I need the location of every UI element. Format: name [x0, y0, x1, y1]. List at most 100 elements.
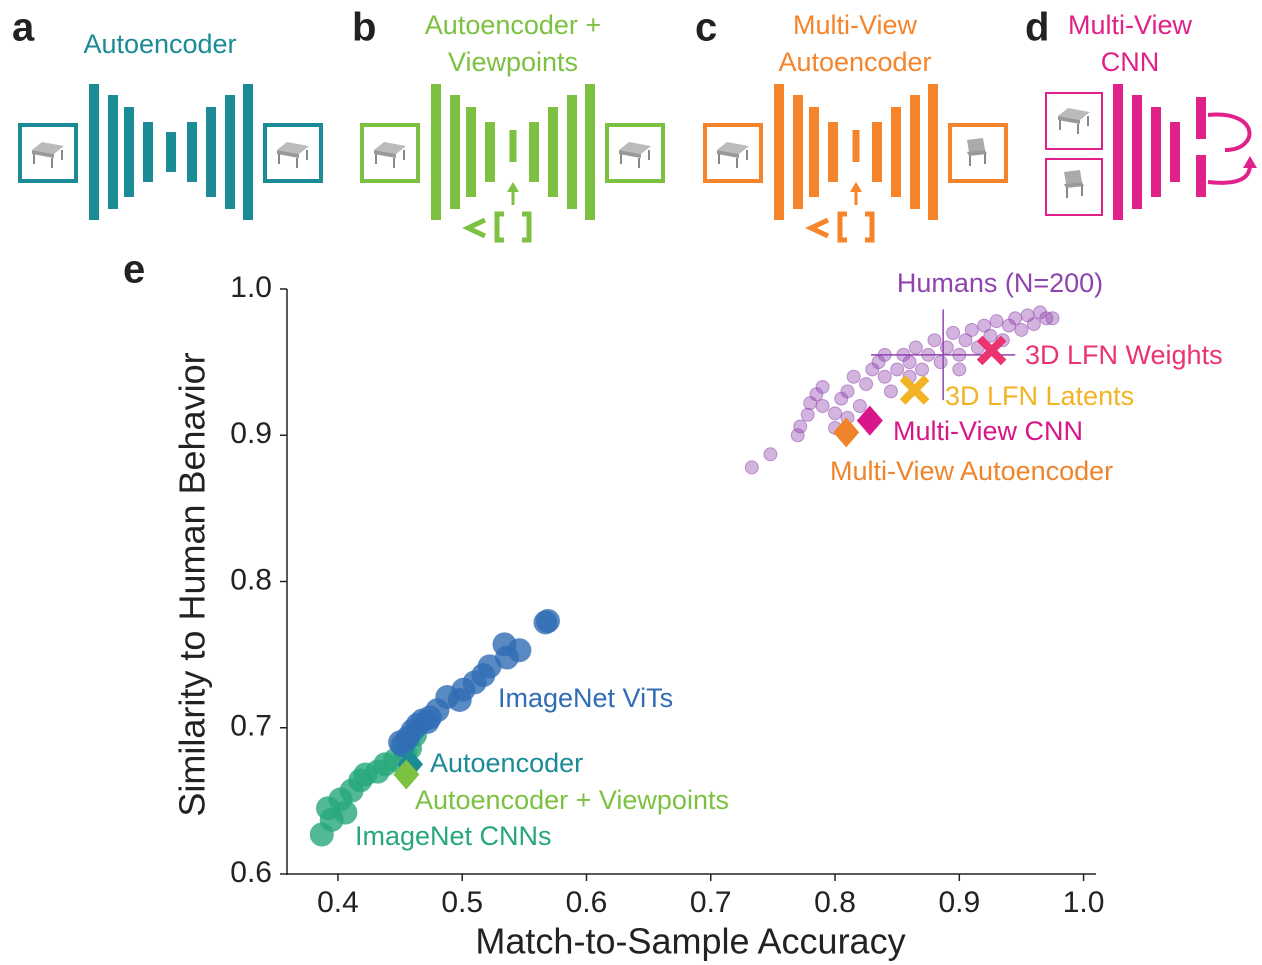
panel-letter: a	[12, 6, 35, 50]
human-point	[878, 348, 891, 361]
y-tick-label: 0.7	[230, 710, 272, 743]
human-point	[847, 370, 860, 383]
viewpoint-arrowhead	[850, 182, 862, 192]
series-label: Multi-View CNN	[893, 416, 1083, 446]
series-label: 3D LFN Latents	[945, 381, 1134, 411]
x-tick-label: 0.6	[566, 886, 608, 919]
layer-bar	[1151, 107, 1161, 197]
human-point	[801, 408, 814, 421]
viewpoint-symbol	[865, 214, 872, 240]
human-point	[816, 380, 829, 393]
model-point	[492, 632, 516, 656]
layer-bar	[143, 122, 153, 182]
x-tick-label: 1.0	[1063, 886, 1105, 919]
series-label: Autoencoder	[430, 748, 583, 778]
human-point	[860, 378, 873, 391]
series-label: ImageNet ViTs	[498, 683, 673, 713]
panel-title: Autoencoder	[83, 29, 236, 59]
y-tick-label: 0.9	[230, 417, 272, 450]
human-point	[934, 356, 947, 369]
layer-bar	[108, 95, 118, 209]
viewpoint-symbol	[468, 220, 485, 236]
layer-bar	[891, 107, 901, 197]
human-point	[816, 400, 829, 413]
layer-bar	[243, 84, 253, 220]
panel-letter: d	[1025, 6, 1049, 50]
series-label: Humans (N=200)	[897, 268, 1103, 298]
human-point	[903, 356, 916, 369]
layer-bar	[548, 107, 558, 197]
human-point	[947, 326, 960, 339]
panel-title: Multi-View	[793, 10, 918, 40]
series-label: Autoencoder + Viewpoints	[415, 785, 729, 815]
human-point	[953, 363, 966, 376]
layer-bar	[1170, 122, 1180, 182]
human-point	[829, 407, 842, 420]
layer-bar	[450, 95, 460, 209]
panel-title: Autoencoder +	[425, 10, 601, 40]
layer-bar	[910, 95, 920, 209]
model-point	[533, 610, 557, 634]
human-point	[1009, 312, 1022, 325]
panel-title: CNN	[1101, 47, 1160, 77]
layer-bar	[1196, 155, 1206, 197]
human-point	[794, 420, 807, 433]
layer-bar	[1132, 95, 1142, 209]
layer-bar	[187, 122, 197, 182]
human-point	[965, 323, 978, 336]
human-point	[928, 334, 941, 347]
human-point	[891, 363, 904, 376]
human-point	[922, 348, 935, 361]
model-point	[415, 710, 439, 734]
panel-letter: b	[352, 6, 376, 50]
human-point	[916, 363, 929, 376]
layer-bar	[809, 107, 819, 197]
viewpoint-arrowhead	[507, 182, 519, 192]
x-tick-label: 0.5	[441, 886, 483, 919]
layer-bar	[774, 84, 784, 220]
layer-bar	[793, 95, 803, 209]
x-axis-title: Match-to-Sample Accuracy	[475, 921, 905, 962]
panel-letter: e	[123, 248, 145, 292]
layer-bar	[225, 95, 235, 209]
human-point	[745, 461, 758, 474]
panel-letter: c	[695, 6, 717, 50]
y-axis-title: Similarity to Human Behavior	[172, 352, 213, 816]
human-point	[953, 348, 966, 361]
figure: a Autoencoder b Autoencoder + Viewpoints c Mul…	[0, 0, 1262, 965]
recurrent-arrowhead	[1243, 156, 1257, 168]
model-point	[333, 801, 357, 825]
human-point	[884, 385, 897, 398]
panel-title: Viewpoints	[448, 47, 578, 77]
layer-bar	[89, 84, 99, 220]
human-point	[940, 341, 953, 354]
human-point	[841, 385, 854, 398]
human-point	[878, 370, 891, 383]
layer-bar	[928, 84, 938, 220]
layer-bar	[529, 122, 539, 182]
chair-icon	[1064, 170, 1082, 184]
series-label: ImageNet CNNs	[355, 821, 552, 851]
x-tick-label: 0.8	[814, 886, 856, 919]
panel-title: Autoencoder	[778, 47, 931, 77]
layer-bar	[872, 122, 882, 182]
layer-bar	[485, 122, 495, 182]
model-point	[388, 730, 412, 754]
y-tick-label: 0.8	[230, 563, 272, 596]
layer-bar	[567, 95, 577, 209]
viewpoint-symbol	[522, 214, 529, 240]
x-tick-label: 0.4	[317, 886, 359, 919]
layer-bar	[853, 130, 860, 162]
chair-icon	[967, 138, 985, 152]
layer-bar	[1196, 97, 1206, 139]
y-tick-label: 0.6	[230, 856, 272, 889]
layer-bar	[828, 122, 838, 182]
human-point	[1046, 312, 1059, 325]
viewpoint-symbol	[497, 214, 504, 240]
layer-bar	[206, 107, 216, 197]
human-point	[853, 400, 866, 413]
recurrent-arrow	[1208, 115, 1249, 150]
layer-bar	[585, 84, 595, 220]
human-point	[1015, 323, 1028, 336]
layer-bar	[124, 107, 134, 197]
